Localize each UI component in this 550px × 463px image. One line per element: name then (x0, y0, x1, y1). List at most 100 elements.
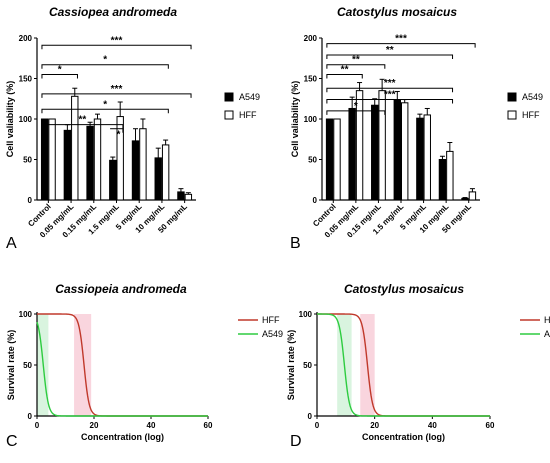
pA-bar-a549 (177, 191, 185, 201)
pD-x-tick-label: 40 (428, 421, 437, 430)
pA-significance-bracket (41, 64, 169, 69)
pA-legend-label-hff: HFF (239, 110, 257, 120)
pA-bar-a549 (63, 129, 72, 201)
pB-significance-label: *** (395, 34, 407, 45)
pD-panel-label: D (290, 433, 302, 450)
pD-y-tick-label: 50 (303, 361, 312, 370)
pB-bar-a549 (371, 104, 379, 201)
pB-y-tick-label: 100 (304, 115, 318, 124)
pB-significance-bracket (326, 43, 476, 48)
pA-panel-label: A (6, 235, 17, 252)
pB-bar-hff (378, 90, 386, 201)
pB-significance-bracket (326, 73, 363, 79)
pA-legend-swatch-a549 (224, 92, 234, 102)
pA-bar-a549 (109, 159, 117, 201)
pB-significance-label: *** (384, 78, 396, 89)
pC-x-axis-label: Concentration (log) (81, 432, 164, 442)
pB-bar-hff (333, 118, 341, 201)
pA-y-tick-label: 100 (19, 115, 33, 124)
pA-bar-hff (48, 118, 56, 201)
pD-x-tick-label: 60 (486, 421, 495, 430)
pB-panel-label: B (290, 235, 301, 252)
pA-bar-hff (93, 118, 102, 201)
pB-y-tick-label: 150 (304, 75, 318, 84)
pC-x-tick-label: 60 (204, 421, 213, 430)
pD-x-tick-label: 20 (370, 421, 379, 430)
pD-x-axis-label: Concentration (log) (362, 432, 445, 442)
pA-y-tick-label: 0 (28, 196, 33, 205)
pD-legend-label-hff: HFF (544, 315, 550, 325)
pA-title: Cassiopea andromeda (49, 5, 177, 19)
pB-significance-label: ** (341, 64, 349, 75)
pD-y-tick-label: 0 (308, 412, 313, 421)
pC-panel-label: C (6, 433, 18, 450)
pB-bar-a549 (438, 159, 447, 201)
pB-y-tick-label: 0 (313, 196, 318, 205)
pA-bar-a549 (154, 157, 162, 201)
pB-significance-label: *** (384, 90, 396, 101)
pA-y-axis-label: Cell valiability (%) (5, 81, 15, 158)
pA-bar-hff (139, 128, 147, 201)
pB-legend-label-a549: A549 (522, 92, 543, 102)
pD-title: Catostylus mosaicus (344, 282, 464, 296)
pA-significance-bracket (41, 93, 192, 98)
pB-y-tick-label: 200 (304, 34, 318, 43)
pB-legend-swatch-hff (507, 110, 517, 120)
pB-bar-a549 (461, 197, 469, 201)
pD-y-axis-label: Survival rate (%) (286, 330, 296, 401)
pC-x-tick-label: 40 (147, 421, 156, 430)
pB-legend-swatch-a549 (507, 92, 517, 102)
pA-significance-label: * (103, 99, 107, 110)
pA-bar-a549 (131, 140, 140, 201)
pA-legend-swatch-hff (224, 110, 234, 120)
pC-legend-label-hff: HFF (262, 315, 280, 325)
pA-y-tick-label: 50 (23, 156, 32, 165)
pA-bar-hff (71, 95, 79, 201)
pB-bar-a549 (416, 117, 424, 201)
pB-bar-a549 (393, 99, 402, 201)
pA-significance-bracket (41, 108, 169, 114)
pA-bar-a549 (86, 125, 94, 201)
pB-legend-label-hff: HFF (522, 110, 540, 120)
pA-y-tick-label: 200 (19, 34, 33, 43)
pC-title: Cassiopeia andromeda (55, 282, 187, 296)
pC-y-axis-label: Survival rate (%) (6, 330, 16, 401)
pD-legend-label-a549: A549 (544, 329, 550, 339)
pA-significance-bracket (41, 124, 124, 129)
pA-significance-label: * (117, 130, 121, 141)
pB-y-tick-label: 50 (308, 156, 317, 165)
pB-bar-a549 (325, 118, 334, 201)
pB-significance-label: ** (352, 55, 360, 66)
pA-significance-bracket (41, 73, 78, 79)
pC-curve-a549 (36, 321, 208, 417)
pA-bar-hff (161, 144, 170, 201)
pA-bar-a549 (40, 118, 49, 201)
pD-y-tick-label: 100 (299, 310, 313, 319)
pB-significance-label: ** (386, 45, 394, 56)
pA-significance-label: *** (111, 35, 123, 46)
pB-significance-bracket (326, 110, 386, 115)
pC-y-tick-label: 0 (28, 412, 33, 421)
pB-bar-hff (423, 114, 431, 201)
pC-y-tick-label: 50 (23, 361, 32, 370)
pB-bar-hff (446, 150, 454, 201)
pB-significance-label: * (354, 101, 358, 112)
pC-x-tick-label: 0 (35, 421, 40, 430)
pA-legend-label-a549: A549 (239, 92, 260, 102)
pB-significance-bracket (326, 87, 454, 93)
pB-y-axis-label: Cell valiability (%) (290, 81, 300, 158)
pB-bar-hff (401, 102, 409, 201)
pB-significance-bracket (326, 99, 454, 104)
pA-significance-label: *** (111, 84, 123, 95)
pB-bar-a549 (348, 107, 356, 201)
pD-curve-a549 (317, 313, 490, 417)
pC-legend-label-a549: A549 (262, 329, 283, 339)
pA-significance-label: ** (79, 115, 87, 126)
pD-x-tick-label: 0 (315, 421, 320, 430)
pA-y-tick-label: 150 (19, 75, 33, 84)
pB-significance-bracket (326, 64, 386, 69)
pC-curve-hff (37, 313, 208, 417)
pC-y-tick-label: 100 (19, 310, 33, 319)
